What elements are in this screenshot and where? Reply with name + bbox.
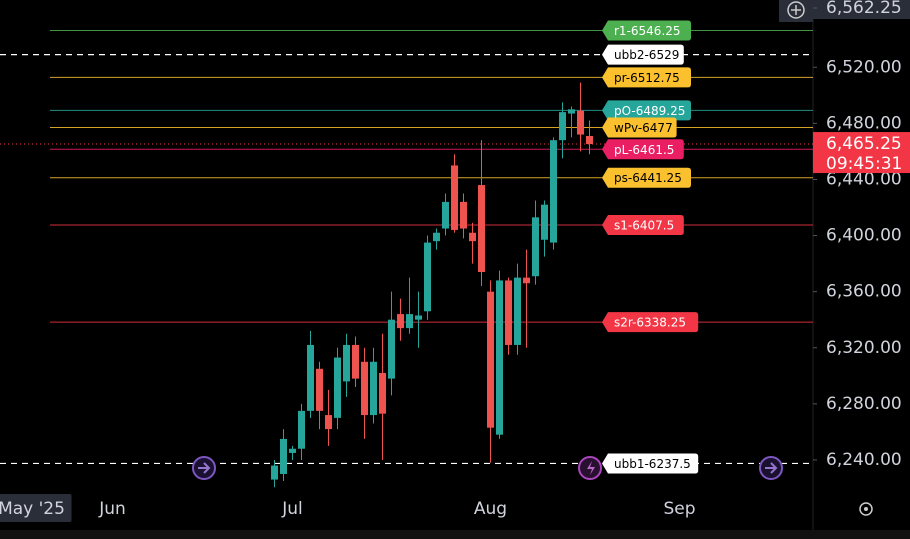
event-bolt — [587, 461, 595, 475]
candle-body — [523, 277, 530, 284]
add-icon — [787, 1, 805, 19]
level-tag — [602, 312, 699, 333]
y-tick-label: 6,520.00 — [826, 57, 902, 77]
candle-body — [415, 315, 422, 320]
candle-body — [568, 109, 575, 114]
countdown-label: 09:45:31 — [826, 154, 902, 174]
y-tick-label: 6,360.00 — [826, 282, 902, 302]
x-label-highlight — [0, 494, 72, 522]
candle-body — [280, 438, 287, 474]
candle-body — [550, 140, 557, 243]
candle-body — [370, 361, 377, 416]
axes: 6,240.00 6,280.00 6,320.00 6,360.00 6,400.00… — [0, 0, 910, 522]
settings-button[interactable] — [859, 502, 873, 516]
level-tag — [602, 44, 684, 65]
level-tag — [602, 67, 691, 88]
candle-body — [406, 314, 413, 329]
level-tag — [602, 167, 691, 188]
candle-body — [352, 344, 359, 379]
candle-body — [460, 201, 467, 229]
candle-body — [586, 135, 593, 145]
settings-icon[interactable] — [859, 502, 873, 516]
y-tick-label: 6,400.00 — [826, 226, 902, 246]
candle-body — [451, 165, 458, 230]
level-tag — [602, 453, 699, 474]
last-price-box — [813, 132, 910, 174]
level-tag-label: r1-6546.25 — [614, 24, 681, 38]
candle-body — [433, 232, 440, 242]
x-tick-label: Sep — [663, 499, 695, 519]
bottom-strip — [0, 530, 910, 539]
candle-body — [388, 319, 395, 379]
candle-body — [487, 291, 494, 428]
level-tag — [602, 117, 677, 138]
candle-body — [334, 357, 341, 418]
x-tick-label: Jul — [281, 499, 303, 519]
candle-body — [442, 201, 449, 229]
candle-body — [379, 372, 386, 414]
candle-body — [559, 112, 566, 141]
level-tag-label: ubb2-6529 — [614, 48, 679, 62]
x-tick-label: Aug — [474, 499, 507, 519]
add-plus — [791, 5, 801, 15]
candle-body — [514, 277, 521, 345]
candle-body — [577, 110, 584, 135]
level-tag — [602, 100, 691, 121]
candle-body — [361, 361, 368, 416]
level-tag-label: ubb1-6237.5 — [614, 457, 691, 471]
candle-body — [316, 368, 323, 411]
candles — [271, 82, 593, 488]
level-tag-label: s2r-6338.25 — [614, 316, 686, 330]
x-tick-label: May '25 — [0, 499, 65, 519]
candle-body — [505, 280, 512, 345]
candle-body — [271, 465, 278, 480]
level-tag-label: pL-6461.5 — [614, 143, 674, 157]
candle-body — [424, 242, 431, 312]
candle-body — [541, 204, 548, 240]
level-tag — [602, 139, 684, 160]
level-tags: r1-6546.25 ubb2-6529 pr-6512.75 pO-6489.25 p… — [602, 20, 699, 474]
event-icons — [192, 456, 783, 480]
y-tick-label: 6,562.25 — [826, 0, 902, 18]
y-tick-label: 6,280.00 — [826, 394, 902, 414]
add-button[interactable] — [779, 0, 813, 22]
level-tag-label: pr-6512.75 — [614, 71, 680, 85]
y-tick-label: 6,480.00 — [826, 113, 902, 133]
candle-body — [289, 448, 296, 453]
last-price-label: 6,465.25 — [826, 134, 902, 154]
event-arrow — [198, 462, 211, 474]
y-tick-label: 6,440.00 — [826, 169, 902, 189]
level-tag-label: ps-6441.25 — [614, 171, 682, 185]
candle-body — [496, 280, 503, 435]
settings-dot — [864, 507, 868, 511]
candle-body — [532, 217, 539, 277]
candle-body — [343, 344, 350, 382]
candle-body — [325, 415, 332, 430]
level-tag-label: s1-6407.5 — [614, 219, 674, 233]
candle-body — [469, 232, 476, 242]
level-tag — [602, 20, 691, 41]
y-top-label-bg — [813, 0, 910, 19]
level-tag-label: pO-6489.25 — [614, 104, 685, 118]
level-tag-label: wPv-6477 — [614, 121, 673, 135]
event-arrow — [765, 462, 778, 474]
level-tag — [602, 215, 684, 236]
x-tick-label: Jun — [98, 499, 126, 519]
candle-body — [298, 410, 305, 449]
y-tick-label: 6,320.00 — [826, 338, 902, 358]
y-tick-label: 6,240.00 — [826, 450, 902, 470]
candle-body — [397, 314, 404, 329]
candle-body — [478, 185, 485, 273]
candle-body — [307, 344, 314, 411]
